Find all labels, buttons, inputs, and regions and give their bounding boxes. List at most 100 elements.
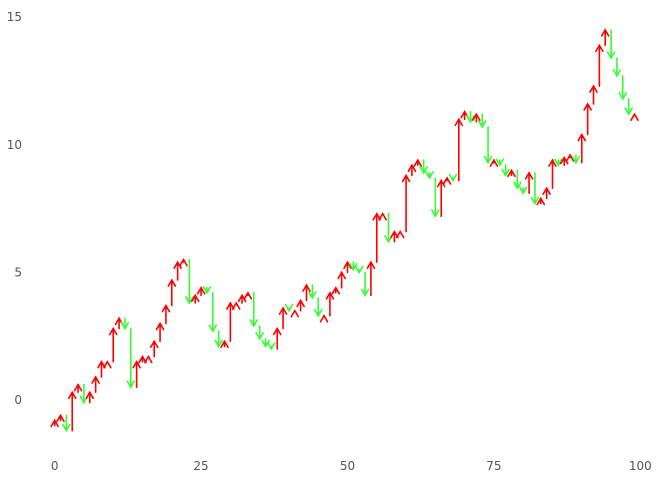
up-arrow xyxy=(278,306,288,330)
up-arrow xyxy=(577,132,587,164)
y-tick-label: 5 xyxy=(14,265,22,279)
up-arrow xyxy=(542,186,551,200)
up-arrow xyxy=(91,375,100,394)
up-arrow xyxy=(108,326,118,363)
down-arrow xyxy=(62,414,71,433)
down-arrow xyxy=(425,171,434,180)
down-arrow xyxy=(530,172,540,206)
up-arrow xyxy=(290,309,300,318)
up-arrow xyxy=(231,301,241,310)
down-arrow xyxy=(208,291,218,333)
down-arrow xyxy=(419,159,428,175)
down-arrow xyxy=(354,265,364,274)
up-arrow xyxy=(161,303,171,325)
up-arrow xyxy=(226,301,235,343)
up-arrow xyxy=(272,326,282,350)
x-tick-label: 0 xyxy=(51,459,59,473)
up-arrow xyxy=(144,354,153,364)
x-tick-label: 100 xyxy=(629,459,652,473)
up-arrow xyxy=(507,168,516,178)
down-arrow xyxy=(308,284,317,300)
down-arrow xyxy=(431,177,440,218)
up-arrow xyxy=(190,293,200,304)
up-arrow xyxy=(331,286,341,295)
up-arrow xyxy=(138,354,147,364)
up-arrow xyxy=(179,258,188,267)
y-tick-label: 0 xyxy=(14,393,22,407)
down-arrow xyxy=(501,164,510,178)
up-arrow xyxy=(600,28,610,47)
up-arrow xyxy=(85,390,95,404)
down-arrow xyxy=(202,285,212,295)
up-arrow xyxy=(378,212,387,221)
up-arrow xyxy=(595,43,604,87)
down-arrow xyxy=(126,327,136,389)
up-arrow xyxy=(401,173,411,233)
up-arrow xyxy=(149,339,159,358)
down-arrow xyxy=(313,297,323,318)
up-arrow xyxy=(167,278,177,307)
down-arrow xyxy=(360,271,370,297)
up-arrow xyxy=(395,229,405,239)
down-arrow xyxy=(518,186,528,195)
x-tick-label: 75 xyxy=(486,459,501,473)
down-arrow xyxy=(483,126,493,165)
up-arrow xyxy=(536,196,546,206)
up-arrow xyxy=(155,321,165,343)
up-arrow xyxy=(589,84,598,105)
up-arrow xyxy=(454,117,464,182)
down-arrow xyxy=(612,57,622,78)
x-tick-label: 50 xyxy=(340,459,355,473)
down-arrow xyxy=(284,303,294,313)
up-arrow xyxy=(489,158,499,167)
x-axis-ticks: 0 25 50 75 100 xyxy=(51,459,652,473)
up-arrow xyxy=(337,270,346,289)
down-arrow xyxy=(249,291,259,328)
down-arrow xyxy=(214,330,223,348)
down-arrow xyxy=(255,325,264,341)
up-arrow xyxy=(442,176,452,185)
down-arrow xyxy=(495,158,505,167)
y-tick-label: 10 xyxy=(7,138,22,152)
up-arrow xyxy=(372,212,382,263)
down-arrow xyxy=(120,317,130,331)
down-arrow xyxy=(618,75,628,101)
up-arrow xyxy=(343,260,352,274)
up-arrow xyxy=(319,314,329,323)
up-arrow xyxy=(565,153,575,162)
up-arrow xyxy=(73,383,83,394)
down-arrow xyxy=(448,173,458,183)
up-arrow xyxy=(548,158,557,189)
up-arrow xyxy=(67,390,77,432)
down-arrow xyxy=(571,154,581,165)
y-tick-label: 15 xyxy=(7,10,22,24)
up-arrow xyxy=(196,286,206,297)
up-arrow xyxy=(390,229,399,243)
up-arrow xyxy=(220,339,229,349)
up-arrow xyxy=(407,163,417,177)
plot-area xyxy=(50,28,639,433)
down-arrow xyxy=(606,29,616,60)
up-arrow xyxy=(413,158,423,167)
down-arrow xyxy=(466,110,475,124)
down-arrow xyxy=(185,258,194,305)
up-arrow xyxy=(524,171,534,195)
up-arrow xyxy=(325,291,335,317)
up-arrow xyxy=(97,360,106,378)
up-arrow xyxy=(132,360,141,389)
up-arrow xyxy=(472,112,481,123)
up-arrow xyxy=(103,360,112,369)
down-arrow xyxy=(513,169,522,190)
x-tick-label: 25 xyxy=(193,459,208,473)
up-arrow xyxy=(56,413,65,423)
down-arrow xyxy=(477,113,487,129)
up-arrow xyxy=(630,112,639,121)
up-arrow xyxy=(243,291,253,300)
down-arrow xyxy=(267,342,276,351)
up-arrow xyxy=(50,418,59,428)
up-arrow xyxy=(296,298,305,312)
y-axis-ticks: 0 5 10 15 xyxy=(7,10,22,407)
down-arrow xyxy=(554,158,563,167)
up-arrow xyxy=(583,102,592,136)
